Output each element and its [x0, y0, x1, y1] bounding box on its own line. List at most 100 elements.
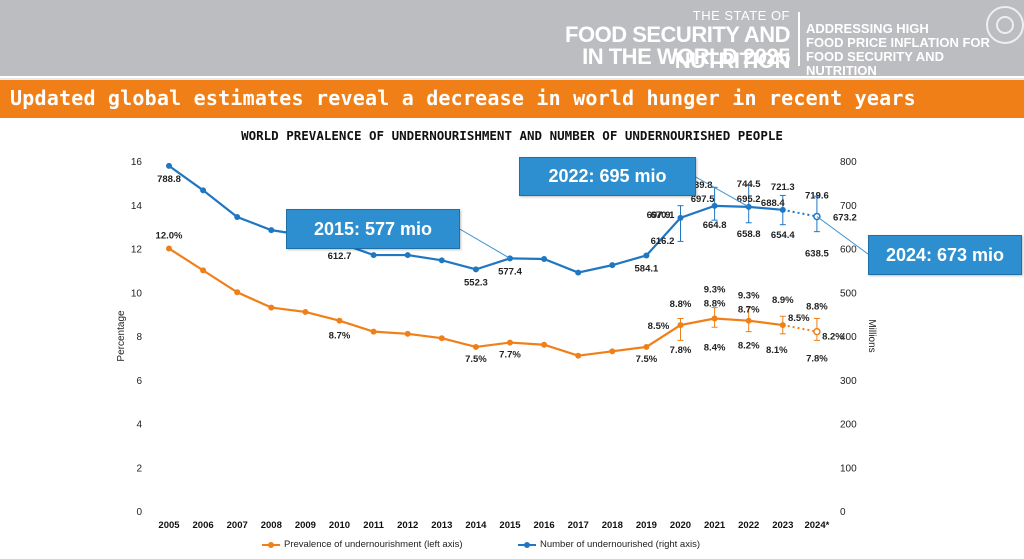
data-point [711, 202, 718, 209]
right-axis-tick-label: 200 [840, 420, 857, 431]
data-point [575, 269, 582, 276]
number-data-label: 721.3 [771, 182, 795, 193]
data-point [166, 162, 172, 169]
x-axis-tick-label: 2023 [772, 520, 793, 531]
prevalence-data-label: 8.8% [670, 299, 692, 310]
headline-text: Updated global estimates reveal a decrea… [10, 86, 916, 110]
data-point [472, 343, 479, 350]
callout-2024: 2024: 673 mio [868, 235, 1022, 275]
series-lines [168, 165, 818, 357]
data-point [200, 267, 207, 274]
number-data-label: 788.8 [157, 174, 181, 185]
data-point [268, 304, 275, 311]
right-axis-tick-label: 800 [840, 157, 857, 168]
header-subtitle-line2: FOOD PRICE INFLATION FOR [806, 35, 990, 50]
data-point [779, 206, 786, 213]
left-axis-tick-label: 8 [136, 332, 142, 343]
left-axis-tick-label: 12 [131, 245, 143, 256]
connector-2015 [457, 227, 511, 259]
number-data-label: 638.5 [805, 248, 829, 259]
prevalence-data-label: 8.7% [329, 331, 351, 342]
prevalence-data-label: 8.4% [704, 343, 726, 354]
connector-2022 [693, 175, 749, 208]
data-point [234, 214, 241, 220]
number-data-label: 654.4 [771, 230, 795, 241]
right-axis-tick-label: 300 [840, 376, 857, 387]
callout-connectors [457, 175, 869, 259]
legend-item-prevalence: Prevalence of undernourishment (left axi… [262, 539, 462, 550]
prevalence-data-label: 7.8% [670, 345, 692, 356]
data-point [711, 315, 718, 322]
data-point [677, 214, 684, 221]
left-axis-tick-label: 6 [136, 376, 142, 387]
right-axis-title: Millions [866, 319, 877, 352]
data-labels: 12.0%8.7%7.5% 7.7% 7.5%8.5%8.8%7.8%9.3%8.8… [156, 174, 857, 365]
data-point [370, 252, 377, 259]
data-point [268, 227, 275, 234]
x-axis-tick-label: 2005 [158, 520, 180, 531]
x-axis-tick-label: 2024* [804, 520, 829, 531]
report-header: THE STATE OF FOOD SECURITY AND NUTRITION… [0, 0, 1024, 78]
number-data-label: 670.1 [651, 210, 675, 221]
callout-2015: 2015: 577 mio [286, 209, 460, 249]
data-point [575, 352, 582, 359]
left-axis-tick-label: 10 [131, 288, 143, 299]
prevalence-data-label: 8.5% [788, 313, 810, 324]
number-data-label: 658.8 [737, 229, 761, 240]
prevalence-data-label: 8.8% [806, 302, 828, 313]
number-data-label: 739.8 [689, 180, 713, 191]
prevalence-data-label: 8.1% [766, 345, 788, 356]
number-data-label: 697.5 [691, 194, 715, 205]
data-point [507, 339, 513, 346]
data-point [541, 341, 548, 348]
left-axis-tick-label: 14 [131, 201, 143, 212]
left-axis-tick-label: 2 [136, 463, 142, 474]
x-axis-tick-label: 2018 [602, 520, 623, 531]
prevalence-data-label: 8.5% [648, 321, 670, 332]
data-point [677, 322, 684, 329]
prevalence-data-label: 7.5% [636, 354, 658, 365]
header-subtitle-line1: ADDRESSING HIGH [806, 21, 929, 36]
number-data-label: 744.5 [737, 179, 761, 190]
right-axis-tick-label: 600 [840, 245, 857, 256]
prevalence-data-label: 7.8% [806, 354, 828, 365]
number-data-label: 664.8 [703, 220, 727, 231]
x-axis-tick-label: 2019 [636, 520, 657, 531]
number-data-label: 612.7 [328, 251, 352, 262]
data-point [643, 252, 650, 259]
x-axis-tick-label: 2016 [534, 520, 555, 531]
x-axis-tick-label: 2010 [329, 520, 350, 531]
number-data-label: 616.2 [651, 236, 675, 247]
data-point [336, 317, 343, 324]
data-point [200, 187, 207, 194]
x-axis-tick-label: 2017 [568, 520, 589, 531]
prevalence-data-label: 8.7% [738, 305, 760, 316]
header-title-line2: IN THE WORLD 2025 [582, 44, 790, 69]
data-point [609, 348, 616, 355]
data-point [370, 328, 377, 335]
prevalence-data-label: 8.2% [822, 332, 844, 343]
right-axis-tick-label: 100 [840, 463, 857, 474]
chart-axes: 0 2 4 6 8 10 12 14 16 0 100 200 300 400 500 600 700 800 20… [116, 157, 877, 531]
x-axis-tick-label: 2013 [431, 520, 452, 531]
legend-label-prevalence: Prevalence of undernourishment (left axi… [284, 539, 463, 550]
data-point [234, 289, 241, 296]
data-point [438, 257, 445, 264]
x-axis-tick-label: 2015 [499, 520, 521, 531]
x-axis-tick-label: 2022 [738, 520, 759, 531]
number-data-label: 552.3 [464, 277, 488, 288]
header-subtitle-line3: FOOD SECURITY AND NUTRITION [806, 49, 944, 78]
data-point [404, 330, 411, 337]
header-state-of: THE STATE OF [692, 8, 790, 23]
callout-2022: 2022: 695 mio [519, 157, 696, 196]
number-data-label: 695.2 [737, 194, 761, 205]
x-axis-tick-label: 2014 [465, 520, 487, 531]
prevalence-data-label: 9.3% [738, 291, 760, 302]
number-data-label: 584.1 [635, 263, 659, 274]
data-point [779, 322, 786, 329]
number-data-label: 719.6 [805, 190, 829, 201]
x-axis-tick-label: 2006 [193, 520, 214, 531]
x-axis-tick-label: 2009 [295, 520, 316, 531]
chart-title: WORLD PREVALENCE OF UNDERNOURISHMENT AND… [241, 128, 783, 143]
